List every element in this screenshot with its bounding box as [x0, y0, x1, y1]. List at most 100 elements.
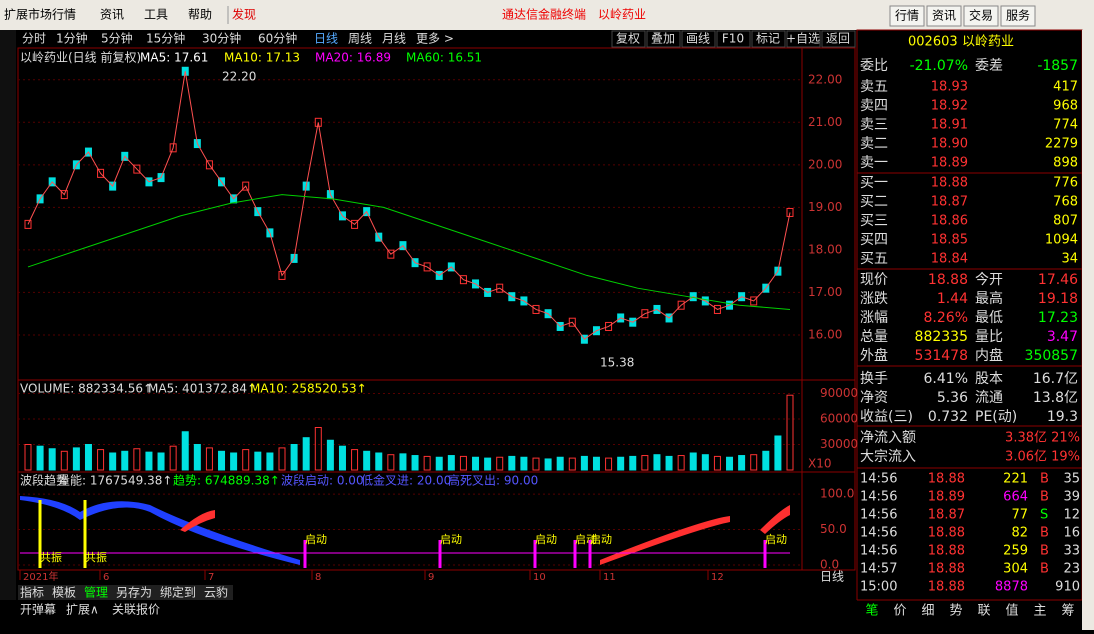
book-volume: 807: [1053, 214, 1078, 229]
tool-btn[interactable]: [716, 30, 751, 48]
period-tab[interactable]: 1分钟: [56, 31, 88, 46]
bottom-tab[interactable]: 指标: [20, 585, 44, 600]
volume-bar: [24, 444, 32, 471]
bottom-tab[interactable]: 绑定到: [160, 585, 196, 600]
bottom-tab[interactable]: 管理: [84, 585, 108, 600]
tick-cell: 35: [1063, 472, 1080, 487]
book-label: 卖三: [860, 117, 888, 133]
panel-tab[interactable]: 势: [949, 603, 962, 619]
tool-btn[interactable]: [646, 30, 681, 48]
period-tab[interactable]: 5分钟: [101, 31, 133, 46]
bottom-tab[interactable]: 另存为: [116, 586, 152, 600]
volume-bar: [230, 452, 238, 471]
period-tab[interactable]: 日线: [314, 32, 338, 46]
panel-tab[interactable]: 联: [977, 604, 990, 619]
tool-label[interactable]: 复权: [616, 32, 640, 46]
legend-entry: MA20: 16.89: [315, 51, 391, 65]
tool-label[interactable]: 画线: [686, 32, 710, 46]
volume-bar: [109, 452, 117, 471]
button-label[interactable]: 服务: [1006, 8, 1030, 23]
bottom-bar: [0, 600, 857, 630]
panel-tab[interactable]: 笔: [865, 603, 878, 619]
tool-label[interactable]: F10: [722, 32, 744, 46]
annotation: 15.38: [600, 356, 634, 370]
book-price: 18.87: [931, 195, 968, 210]
volume-bar: [774, 435, 782, 471]
tick-cell: 82: [1011, 526, 1028, 541]
bottom-tab[interactable]: 模板: [52, 586, 76, 600]
button[interactable]: [1000, 5, 1036, 27]
period-tab[interactable]: 分时: [22, 32, 46, 46]
signal-label: 共振: [40, 550, 62, 564]
x-tick-label: 10: [533, 572, 546, 583]
panel-tab[interactable]: 主: [1033, 604, 1046, 619]
volume-bar: [568, 457, 576, 471]
x-tick-label: 11: [603, 572, 616, 583]
period-tab[interactable]: 15分钟: [146, 31, 185, 46]
stat-cell: PE(动): [975, 409, 1017, 425]
book-price: 18.90: [931, 137, 968, 152]
menu-item[interactable]: 帮助: [188, 8, 212, 22]
x-tick-label: 8: [315, 572, 321, 583]
period-tab[interactable]: 周线: [348, 32, 372, 46]
tool-label[interactable]: 返回: [826, 32, 850, 46]
panel-tab[interactable]: 细: [921, 604, 934, 619]
volume-bar: [181, 431, 189, 471]
volume-bar: [786, 394, 794, 471]
volume-bar: [254, 451, 262, 471]
button[interactable]: [926, 5, 962, 27]
chart-title: 以岭药业(日线 前复权): [20, 50, 141, 65]
tool-btn[interactable]: [681, 30, 716, 48]
y-tick-label: 30000: [820, 437, 858, 451]
book-volume: 2279: [1045, 137, 1078, 152]
period-tab[interactable]: 30分钟: [202, 31, 241, 46]
book-price: 18.86: [931, 214, 968, 229]
volume-bar: [314, 427, 322, 471]
button-label[interactable]: 资讯: [932, 9, 956, 23]
tool-btn[interactable]: [821, 30, 856, 48]
volume-bar: [713, 455, 721, 471]
tick-cell: 18.88: [928, 526, 965, 541]
tool-btn[interactable]: [786, 30, 821, 48]
period-tab[interactable]: 更多 >: [416, 32, 454, 46]
book-volume: 898: [1053, 156, 1078, 171]
x-tick-label: 2021年: [23, 570, 58, 583]
bottom-tab[interactable]: 关联报价: [112, 602, 160, 617]
tool-label[interactable]: 标记: [756, 32, 780, 46]
legend-entry: MA5: 17.61: [140, 51, 208, 65]
bottom-tab[interactable]: 扩展∧: [66, 603, 99, 617]
menu-item[interactable]: 资讯: [100, 8, 124, 22]
panel-tab[interactable]: 值: [1005, 603, 1018, 619]
indicator-legend: 量能: 1767549.38↑: [58, 474, 172, 488]
menu-item[interactable]: 发现: [232, 7, 256, 22]
tick-cell: 259: [1003, 544, 1028, 559]
button-label[interactable]: 行情: [895, 9, 919, 23]
stat-cell: 现价: [860, 272, 888, 288]
tick-cell: 14:56: [860, 508, 897, 523]
button[interactable]: [889, 5, 925, 27]
book-price: 18.93: [931, 80, 968, 95]
bottom-tab[interactable]: 云豹: [204, 585, 228, 600]
menu-item[interactable]: 扩展市场行情: [4, 7, 76, 22]
trend-band: [20, 496, 300, 565]
panel-tab[interactable]: 价: [893, 604, 906, 619]
tool-label[interactable]: +自选: [786, 32, 820, 46]
stat-cell: 今开: [975, 272, 1003, 288]
menu-item[interactable]: 工具: [144, 8, 168, 22]
book-price: 18.84: [931, 252, 968, 267]
bottom-tab[interactable]: 开弹幕: [20, 603, 56, 617]
period-tab[interactable]: 60分钟: [258, 31, 297, 46]
tool-btn[interactable]: [611, 30, 646, 48]
y-tick-label: 22.00: [808, 72, 842, 86]
tool-label[interactable]: 叠加: [651, 32, 675, 46]
tool-btn[interactable]: [751, 30, 786, 48]
button-label[interactable]: 交易: [969, 8, 993, 23]
volume-bar: [762, 450, 770, 471]
stat-cell: 8.26%: [924, 310, 968, 326]
panel-tab[interactable]: 筹: [1061, 603, 1074, 619]
flow-label: 大宗流入: [860, 449, 916, 465]
button[interactable]: [963, 5, 999, 27]
tick-cell: 910: [1055, 580, 1080, 595]
period-tab[interactable]: 月线: [382, 32, 406, 46]
quote-cell: -21.07%: [910, 58, 968, 74]
